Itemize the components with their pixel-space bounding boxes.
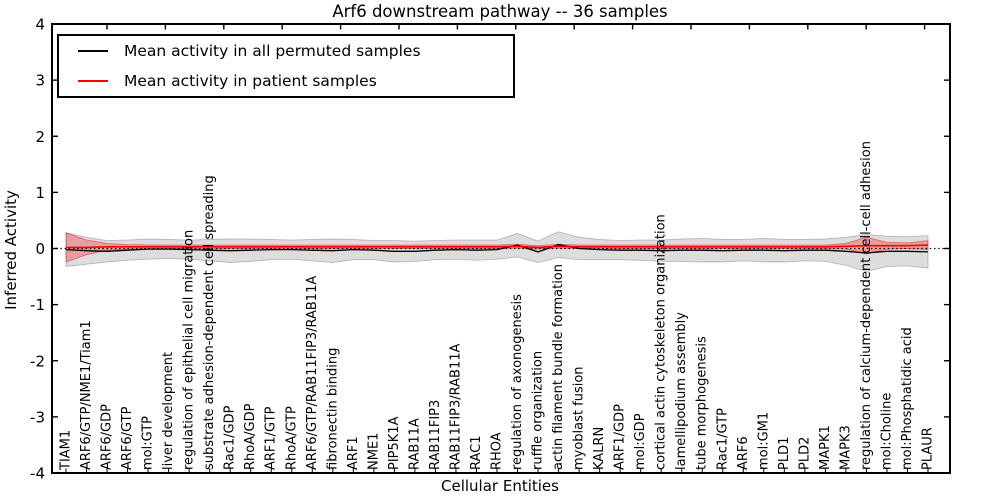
permuted-line-swatch (78, 50, 108, 52)
permuted-mean-line (65, 243, 929, 254)
y-tick-label: -2 (30, 352, 45, 370)
x-tick-label: RAC1 (469, 435, 484, 470)
x-tick-label: ARF6/GTP/NME1/Tiam1 (79, 320, 94, 470)
y-tick-label: -1 (30, 296, 45, 314)
legend-item-permuted: Mean activity in all permuted samples (59, 36, 513, 66)
x-tick-label: tube morphogenesis (695, 336, 710, 470)
x-tick-label: PIP5K1A (387, 416, 402, 470)
x-tick-label: mol:GM1 (756, 412, 771, 470)
x-tick-label: liver development (161, 352, 176, 470)
x-tick-label: PLD2 (797, 437, 812, 470)
x-tick-label: ARF1/GTP (264, 406, 279, 470)
x-tick-label: MAPK1 (818, 425, 833, 470)
x-tick-label: PLD1 (777, 437, 792, 470)
x-tick-label: Rac1/GDP (223, 405, 238, 470)
x-tick-label: cortical actin cytoskeleton organization (654, 214, 669, 470)
y-tick-label: -4 (30, 465, 45, 483)
x-tick-label: regulation of axonogenesis (510, 294, 525, 470)
x-tick-label: MAPK3 (838, 425, 853, 470)
x-tick-label: RhoA/GDP (243, 403, 258, 470)
x-tick-label: Rac1/GTP (715, 408, 730, 470)
permuted-confidence-band (65, 231, 929, 272)
x-tick-label: ARF1/GDP (613, 404, 628, 470)
x-tick-label: substrate adhesion-dependent cell spread… (202, 175, 217, 470)
x-tick-label: myoblast fusion (572, 366, 587, 470)
x-tick-label: RAB11FIP3 (428, 400, 443, 470)
x-tick-label: RAB11FIP3/RAB11A (449, 343, 464, 470)
x-tick-label: PLAUR (921, 427, 936, 470)
y-tick-label: 4 (35, 16, 45, 34)
x-tick-label: KALRN (592, 427, 607, 470)
x-tick-label: ARF1 (346, 436, 361, 470)
patient-line-swatch (78, 80, 108, 82)
x-tick-label: mol:Choline (880, 393, 895, 470)
x-tick-label: TIAM1 (59, 430, 74, 471)
y-tick-label: 2 (35, 128, 45, 146)
x-tick-label: actin filament bundle formation (551, 264, 566, 470)
legend: Mean activity in all permuted samples Me… (57, 34, 515, 98)
y-tick-label: 3 (35, 72, 45, 90)
x-tick-label: ARF6/GDP (100, 404, 115, 470)
legend-label-permuted: Mean activity in all permuted samples (124, 42, 421, 60)
legend-label-patient: Mean activity in patient samples (124, 72, 377, 90)
x-tick-label: ARF6/GTP (120, 406, 135, 470)
x-tick-label: lamellipodium assembly (674, 312, 689, 470)
x-tick-label: regulation of epithelial cell migration (182, 230, 197, 470)
x-tick-label: fibronectin binding (325, 348, 340, 470)
x-tick-label: RHOA (490, 432, 505, 470)
x-tick-label: RhoA/GTP (284, 406, 299, 470)
x-tick-label: mol:Phosphatidic acid (900, 327, 915, 470)
x-tick-label: mol:GDP (633, 413, 648, 470)
x-tick-label: regulation of calcium-dependent cell-cel… (859, 141, 874, 470)
chart-title: Arf6 downstream pathway -- 36 samples (332, 2, 668, 21)
y-tick-label: -3 (30, 408, 45, 426)
x-tick-label: mol:GTP (141, 416, 156, 470)
patient-mean-line (66, 244, 929, 249)
legend-item-patient: Mean activity in patient samples (59, 66, 513, 96)
x-tick-label: NME1 (366, 433, 381, 470)
x-tick-label: ruffle organization (531, 351, 546, 470)
y-tick-label: 0 (35, 240, 45, 258)
x-tick-label: RAB11A (407, 418, 422, 470)
x-tick-label: ARF6/GTP/RAB11FIP3/RAB11A (305, 276, 320, 470)
y-axis-label: Inferred Activity (2, 190, 20, 310)
x-tick-label: ARF6 (736, 436, 751, 470)
y-tick-label: 1 (35, 184, 45, 202)
x-axis-label: Cellular Entities (441, 477, 559, 495)
